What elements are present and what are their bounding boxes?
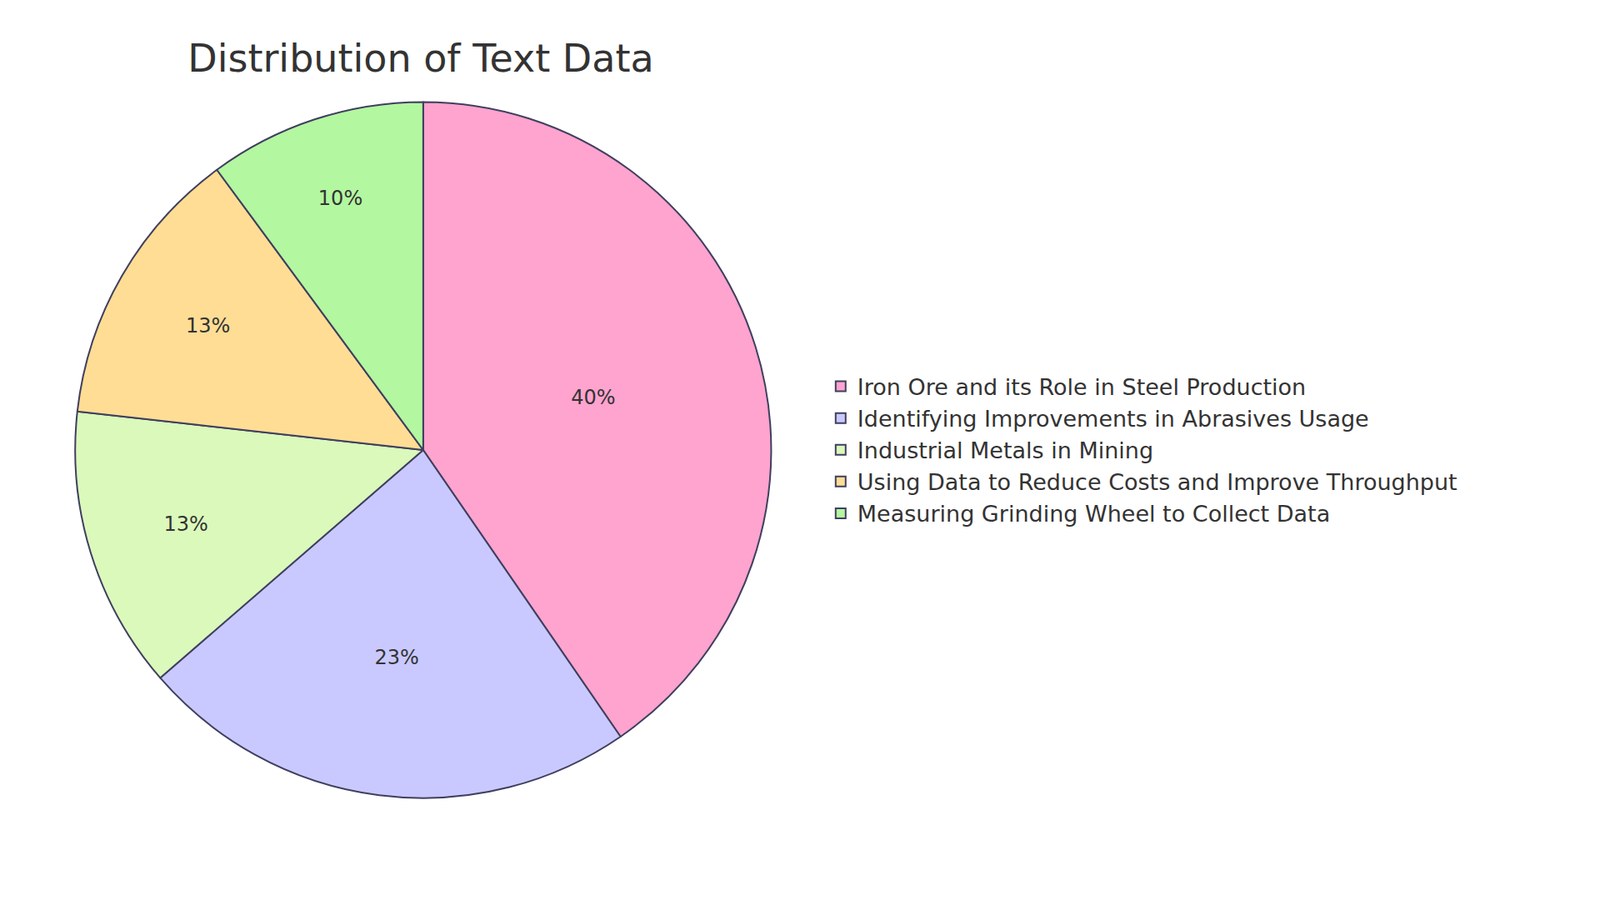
svg-text:Measuring Grinding Wheel to Co: Measuring Grinding Wheel to Collect Data <box>857 500 1330 527</box>
svg-text:40%: 40% <box>570 385 615 410</box>
svg-text:Distribution of Text Data: Distribution of Text Data <box>187 35 654 81</box>
svg-text:Using Data to Reduce Costs and: Using Data to Reduce Costs and Improve T… <box>857 469 1458 495</box>
svg-text:13%: 13% <box>164 512 209 536</box>
svg-text:Iron Ore and its Role in Steel: Iron Ore and its Role in Steel Productio… <box>857 374 1306 400</box>
svg-text:Identifying Improvements in Ab: Identifying Improvements in Abrasives Us… <box>857 405 1370 432</box>
svg-text:23%: 23% <box>374 645 419 670</box>
svg-text:13%: 13% <box>185 314 230 338</box>
svg-text:10%: 10% <box>318 186 363 210</box>
svg-text:Industrial Metals in Mining: Industrial Metals in Mining <box>857 437 1154 464</box>
